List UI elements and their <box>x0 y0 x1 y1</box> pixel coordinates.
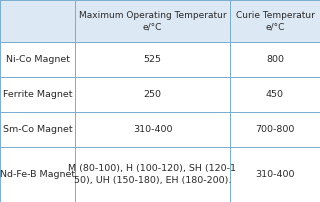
Bar <box>0 147 75 202</box>
Bar <box>230 0 320 42</box>
Bar <box>75 42 230 77</box>
Bar <box>0 77 75 112</box>
Text: 310-400: 310-400 <box>133 125 172 134</box>
Bar <box>75 147 230 202</box>
Bar <box>75 0 230 42</box>
Bar <box>75 112 230 147</box>
Text: Ferrite Magnet: Ferrite Magnet <box>3 90 72 99</box>
Text: Maximum Operating Temperatur
e/°C: Maximum Operating Temperatur e/°C <box>79 11 226 31</box>
Text: 310-400: 310-400 <box>255 170 295 179</box>
Text: Ni-Co Magnet: Ni-Co Magnet <box>5 55 69 64</box>
Bar <box>230 77 320 112</box>
Bar <box>0 42 75 77</box>
Text: 800: 800 <box>266 55 284 64</box>
Text: 700-800: 700-800 <box>255 125 295 134</box>
Bar <box>75 77 230 112</box>
Text: Nd-Fe-B Magnet: Nd-Fe-B Magnet <box>0 170 75 179</box>
Text: 525: 525 <box>143 55 162 64</box>
Bar <box>0 0 75 42</box>
Bar <box>230 147 320 202</box>
Bar <box>0 112 75 147</box>
Text: 450: 450 <box>266 90 284 99</box>
Bar <box>230 42 320 77</box>
Text: Sm-Co Magnet: Sm-Co Magnet <box>3 125 72 134</box>
Bar <box>230 112 320 147</box>
Text: 250: 250 <box>143 90 162 99</box>
Text: Curie Temperatur
e/°C: Curie Temperatur e/°C <box>236 11 315 31</box>
Text: M (80-100), H (100-120), SH (120-1
50), UH (150-180), EH (180-200).: M (80-100), H (100-120), SH (120-1 50), … <box>68 164 236 185</box>
